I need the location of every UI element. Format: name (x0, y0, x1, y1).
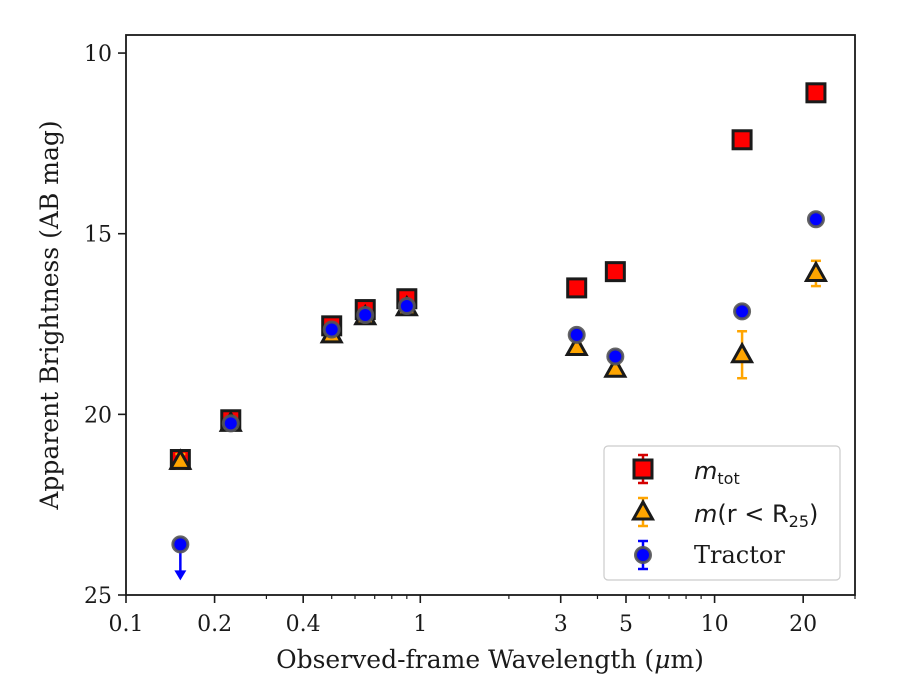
series-tractor (171, 210, 825, 581)
y-tick-label: 15 (84, 223, 112, 248)
square-point (604, 261, 626, 283)
legend-circle-marker (634, 546, 652, 564)
data-marks (168, 82, 828, 581)
x-tick-label: 3 (554, 612, 568, 637)
series-mr25 (168, 259, 828, 470)
series-mtot (169, 82, 827, 471)
triangle-point (603, 356, 628, 378)
triangle-point (168, 448, 193, 470)
legend-entry-m-r25: m(r < R25) (694, 500, 818, 531)
x-tick-label: 0.1 (109, 612, 144, 637)
circle-point (397, 296, 416, 315)
triangle-point (564, 334, 589, 357)
square-point (731, 129, 753, 151)
circle-point (606, 347, 625, 366)
plot-frame (125, 34, 856, 596)
circle-point (221, 414, 240, 433)
circle-point (806, 210, 825, 229)
x-tick-label: 0.4 (286, 612, 321, 637)
y-tick-label: 20 (84, 403, 112, 428)
x-tick-label: 0.2 (197, 612, 232, 637)
x-tick-label: 5 (619, 612, 633, 637)
x-axis-label: Observed-frame Wavelength (μm) (276, 645, 704, 674)
circle-point (567, 325, 586, 344)
legend: mtot m(r < R25) Tractor (603, 445, 841, 581)
y-axis-label: Apparent Brightness (AB mag) (35, 120, 64, 510)
y-tick-label: 10 (84, 42, 112, 67)
x-tick-label: 20 (789, 612, 817, 637)
triangle-point (803, 260, 828, 282)
x-axis-label-mu: μ (654, 645, 670, 674)
legend-entry-mtot: mtot (694, 457, 740, 488)
legend-markers (630, 453, 656, 571)
circle-point (733, 302, 752, 321)
y-tick-label: 25 (84, 584, 112, 609)
circle-point (356, 306, 375, 324)
x-axis-ticks: 0.1 0.2 0.4 1 3 5 10 20 (109, 595, 817, 637)
y-axis-ticks: 10 15 20 25 (84, 42, 126, 609)
triangle-point (730, 341, 755, 364)
square-point (805, 82, 827, 104)
square-point (566, 277, 588, 299)
x-tick-label: 10 (701, 612, 729, 637)
legend-entry-tractor: Tractor (694, 541, 785, 569)
legend-triangle-marker (630, 498, 656, 521)
x-tick-label: 1 (413, 612, 427, 637)
circle-point (171, 535, 190, 554)
legend-square-marker (632, 458, 654, 480)
circle-point (322, 320, 341, 339)
legend-box (603, 445, 841, 581)
